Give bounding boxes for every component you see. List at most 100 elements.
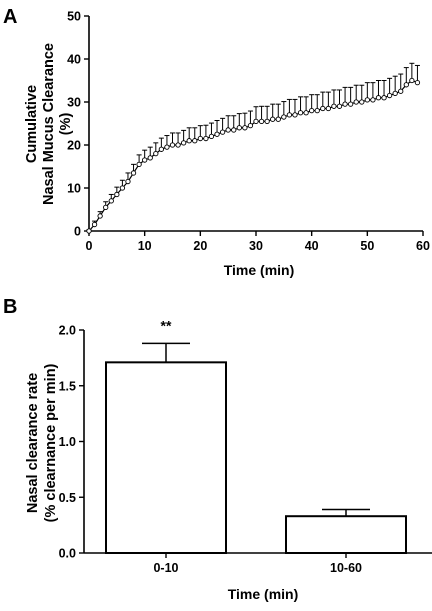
panel-b-y-tick-label: 0.5 <box>59 491 76 505</box>
panel-b-y-label-line1: Nasal clearance rate <box>25 373 41 513</box>
panel-a-data-point <box>403 82 409 88</box>
panel-a-x-tick-label: 60 <box>416 239 430 253</box>
panel-a-data-point <box>108 198 114 204</box>
panel-a-data-point <box>414 80 421 86</box>
panel-a-data-point <box>370 97 376 103</box>
panel-a-data-point <box>247 123 254 129</box>
panel-a-series-line <box>88 79 418 232</box>
panel-a-y-label: Cumulative Nasal Mucus Clearance (%) <box>24 43 74 205</box>
panel-a-data-point <box>381 95 387 101</box>
panel-a-data-point <box>336 103 343 109</box>
panel-a-y-tick-label: 40 <box>67 53 81 67</box>
panel-b-x-tick-label: 0-10 <box>153 561 178 575</box>
panel-a-data-point <box>258 118 265 125</box>
panel-a-data-point <box>219 129 226 135</box>
panel-a-x-tick-label: 10 <box>138 239 152 253</box>
panel-a-y-label-line1: Cumulative <box>24 85 40 163</box>
panel-b-y-tick-label: 1.5 <box>59 379 76 393</box>
panel-a-y-tick-label: 0 <box>74 225 81 239</box>
panel-a-data-point <box>392 90 398 97</box>
panel-a-data-point <box>347 101 354 107</box>
panel-a-data-point <box>320 105 326 112</box>
panel-a-data-point <box>119 185 126 191</box>
panel-a-x-tick-label: 0 <box>86 239 93 253</box>
panel-a-plot-area: 0 10 20 30 40 50 0 10 20 30 40 50 60 <box>67 10 430 254</box>
panel-a-data-point <box>270 116 276 122</box>
panel-a-data-point <box>103 204 109 211</box>
panel-a-data-point <box>281 114 287 120</box>
panel-b: B Nasal clearance rate (% clearnance per… <box>3 296 432 602</box>
panel-a-data-point <box>297 110 304 116</box>
panel-b-bar <box>285 515 407 555</box>
panel-a-data-point <box>186 138 192 144</box>
panel-a-x-tick-label: 30 <box>249 239 263 253</box>
panel-a-data-point <box>353 99 359 105</box>
panel-a-data-point <box>309 107 315 114</box>
panel-a-data-point <box>125 178 131 185</box>
panel-a-data-point <box>331 103 337 109</box>
panel-a-data-point <box>325 105 332 112</box>
panel-a-data-point <box>292 112 298 118</box>
panel-a-data-point <box>192 138 198 144</box>
panel-b-y-tick-label: 0.0 <box>59 547 76 561</box>
panel-a-data-point <box>164 144 170 150</box>
panel-a-data-point <box>231 127 237 133</box>
panel-a-data-point <box>398 88 404 94</box>
panel-a-data-point <box>242 125 248 131</box>
panel-b-bar <box>105 361 227 554</box>
panel-a-y-tick-label: 20 <box>67 139 81 153</box>
panel-b-letter: B <box>3 296 17 318</box>
panel-b-x-tick-label: 10-60 <box>330 561 362 575</box>
panel-a-y-label-line3: (%) <box>58 113 74 136</box>
panel-a-data-point <box>314 107 320 114</box>
panel-a-data-point <box>197 135 203 142</box>
panel-a-data-point <box>91 221 98 228</box>
panel-a-x-tick-label: 50 <box>360 239 374 253</box>
panel-a-data-point <box>225 127 231 133</box>
panel-b-plot-area: 0.0 0.5 1.0 1.5 2.0 0-10 ** 10-60 <box>59 317 432 575</box>
panel-a-y-label-line2: Nasal Mucus Clearance <box>41 43 57 205</box>
panel-b-y-label: Nasal clearance rate (% clearnance per m… <box>25 363 59 522</box>
panel-a-data-point <box>142 157 148 163</box>
panel-a-data-point <box>236 125 242 131</box>
panel-a-y-tick-label: 30 <box>67 96 81 110</box>
panel-a-x-tick-label: 20 <box>193 239 207 253</box>
panel-a-x-label: Time (min) <box>224 262 295 278</box>
panel-a-data-point <box>214 131 220 137</box>
panel-a-data-point <box>303 110 309 116</box>
panel-a-letter: A <box>3 6 17 28</box>
panel-a-data-point <box>286 112 293 118</box>
panel-a-data-point <box>114 191 120 198</box>
panel-a-data-point <box>359 99 365 105</box>
panel-a-data-point <box>364 97 370 103</box>
panel-b-y-tick-label: 1.0 <box>59 435 76 449</box>
panel-a-data-point <box>386 92 393 99</box>
panel-a-data-point <box>409 77 415 84</box>
panel-a-y-tick-label: 50 <box>67 10 81 24</box>
panel-a-data-point <box>169 142 176 148</box>
panel-a-data-point <box>153 150 159 157</box>
panel-a-data-point <box>130 170 137 176</box>
panel-a-data-point <box>147 155 153 161</box>
panel-a-data-point <box>175 142 181 148</box>
panel-b-y-label-line2: (% clearnance per min) <box>43 363 59 522</box>
panel-a-data-point <box>203 135 209 142</box>
panel-a-data-point <box>180 140 187 146</box>
panel-a: A Cumulative Nasal Mucus Clearance (%) 0… <box>3 6 430 278</box>
panel-a-data-point <box>275 116 281 122</box>
panel-a-data-point <box>86 228 92 234</box>
panel-a-data-point <box>253 118 259 125</box>
panel-a-y-tick-label: 10 <box>67 182 81 196</box>
panel-a-data-point <box>375 95 382 101</box>
panel-b-y-tick-label: 2.0 <box>59 324 76 338</box>
panel-a-data-point <box>342 101 348 107</box>
panel-a-data-point <box>97 213 103 219</box>
panel-a-x-tick-label: 40 <box>305 239 319 253</box>
panel-a-data-point <box>208 133 215 140</box>
panel-a-data-point <box>264 118 270 125</box>
panel-a-data-point <box>136 161 142 168</box>
panel-a-data-point <box>158 146 165 152</box>
panel-b-significance-marker: ** <box>161 317 172 333</box>
panel-b-x-label: Time (min) <box>228 586 299 602</box>
